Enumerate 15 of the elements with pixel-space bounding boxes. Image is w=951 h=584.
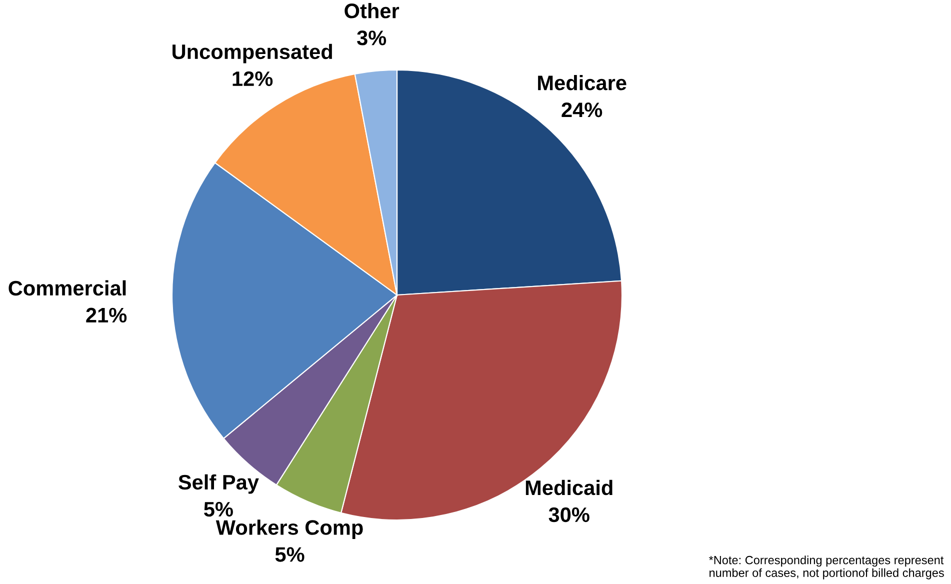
data-label: 30% (548, 507, 590, 522)
slice-label: Workers Comp (216, 520, 363, 540)
slice-label: Other (344, 3, 400, 18)
data-label: 5% (275, 547, 304, 562)
slice-label: Medicaid (526, 480, 612, 496)
data-label: 24% (562, 102, 602, 118)
slice-label: Self Pay (178, 474, 259, 494)
slice-label: Uncompensated (172, 44, 332, 64)
text: *Note: Corresponding percentages represent number of cases, not portionof billed charges (708, 556, 944, 580)
data-label: 12% (232, 71, 273, 86)
slice-label: Medicare (538, 74, 626, 90)
data-label: 5% (204, 502, 233, 517)
data-label: 21% (86, 308, 127, 323)
slice-label: Commercial (8, 280, 126, 296)
data-label: 3% (357, 30, 386, 46)
